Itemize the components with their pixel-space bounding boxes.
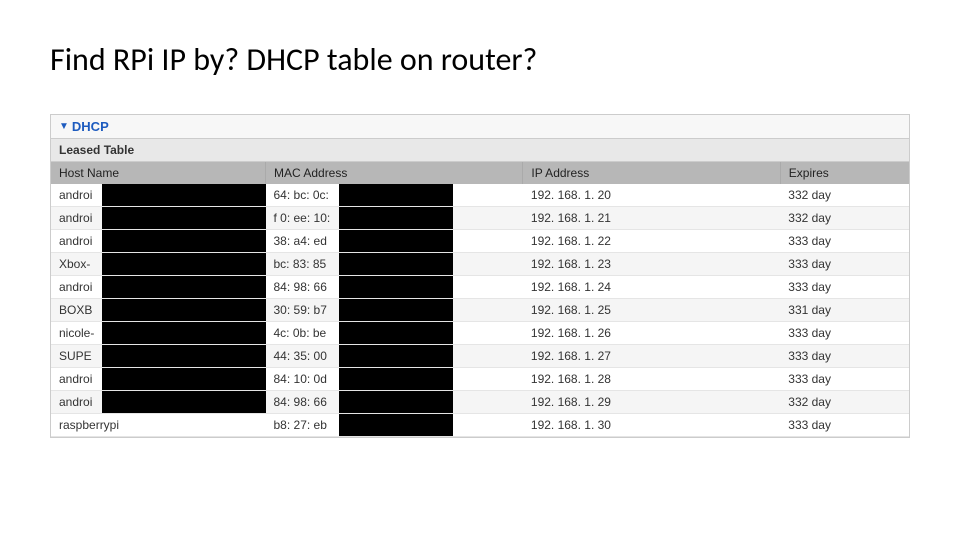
cell-ip: 192. 168. 1. 28 (523, 368, 780, 391)
cell-expires: 333 day (780, 345, 909, 368)
col-ip: IP Address (523, 162, 780, 184)
cell-expires: 332 day (780, 207, 909, 230)
cell-ip: 192. 168. 1. 27 (523, 345, 780, 368)
table-row: androi84: 98: 66192. 168. 1. 24333 day (51, 276, 909, 299)
table-row: nicole-4c: 0b: be192. 168. 1. 26333 day (51, 322, 909, 345)
cell-mac: 84: 10: 0d (266, 368, 523, 391)
col-mac: MAC Address (266, 162, 523, 184)
col-hostname: Host Name (51, 162, 266, 184)
table-row: androi84: 10: 0d192. 168. 1. 28333 day (51, 368, 909, 391)
table-row: androi38: a4: ed192. 168. 1. 22333 day (51, 230, 909, 253)
cell-hostname: androi (51, 368, 266, 391)
cell-mac: 38: a4: ed (266, 230, 523, 253)
redaction-block (102, 230, 266, 252)
redaction-block (339, 230, 453, 252)
redaction-block (102, 253, 266, 275)
dhcp-section-label: DHCP (72, 119, 109, 134)
dhcp-panel: ▼ DHCP Leased Table Host Name MAC Addres… (50, 114, 910, 438)
table-row: raspberrypib8: 27: eb192. 168. 1. 30333 … (51, 414, 909, 437)
redaction-block (102, 299, 266, 321)
cell-ip: 192. 168. 1. 22 (523, 230, 780, 253)
redaction-block (339, 368, 453, 390)
redaction-block (339, 276, 453, 298)
cell-expires: 331 day (780, 299, 909, 322)
cell-ip: 192. 168. 1. 24 (523, 276, 780, 299)
redaction-block (339, 253, 453, 275)
cell-expires: 333 day (780, 322, 909, 345)
cell-ip: 192. 168. 1. 30 (523, 414, 780, 437)
cell-hostname: raspberrypi (51, 414, 266, 437)
redaction-block (339, 299, 453, 321)
redaction-block (339, 322, 453, 344)
redaction-block (102, 322, 266, 344)
cell-expires: 332 day (780, 184, 909, 207)
cell-ip: 192. 168. 1. 29 (523, 391, 780, 414)
cell-mac: b8: 27: eb (266, 414, 523, 437)
cell-hostname: androi (51, 207, 266, 230)
cell-expires: 333 day (780, 230, 909, 253)
cell-expires: 333 day (780, 414, 909, 437)
redaction-block (102, 391, 266, 413)
cell-expires: 333 day (780, 368, 909, 391)
collapse-icon: ▼ (59, 121, 69, 132)
redaction-block (102, 368, 266, 390)
cell-mac: 84: 98: 66 (266, 391, 523, 414)
redaction-block (102, 276, 266, 298)
redaction-block (102, 207, 266, 229)
cell-mac: 4c: 0b: be (266, 322, 523, 345)
cell-mac: 44: 35: 00 (266, 345, 523, 368)
cell-hostname: androi (51, 391, 266, 414)
col-expires: Expires (780, 162, 909, 184)
table-row: SUPE44: 35: 00192. 168. 1. 27333 day (51, 345, 909, 368)
cell-ip: 192. 168. 1. 23 (523, 253, 780, 276)
redaction-block (339, 391, 453, 413)
cell-expires: 333 day (780, 276, 909, 299)
redaction-block (339, 345, 453, 367)
redaction-block (102, 184, 266, 206)
cell-mac: 30: 59: b7 (266, 299, 523, 322)
redaction-block (339, 207, 453, 229)
leased-table-header: Leased Table (51, 139, 909, 162)
table-row: androi84: 98: 66192. 168. 1. 29332 day (51, 391, 909, 414)
redaction-block (339, 184, 453, 206)
cell-expires: 333 day (780, 253, 909, 276)
cell-hostname: androi (51, 276, 266, 299)
redaction-block (102, 345, 266, 367)
cell-ip: 192. 168. 1. 25 (523, 299, 780, 322)
cell-ip: 192. 168. 1. 20 (523, 184, 780, 207)
dhcp-section-header[interactable]: ▼ DHCP (51, 115, 909, 139)
cell-hostname: nicole- (51, 322, 266, 345)
cell-expires: 332 day (780, 391, 909, 414)
cell-hostname: BOXB (51, 299, 266, 322)
table-row: BOXB30: 59: b7192. 168. 1. 25331 day (51, 299, 909, 322)
leased-table: Host Name MAC Address IP Address Expires… (51, 162, 909, 437)
cell-mac: 64: bc: 0c: (266, 184, 523, 207)
page-title: Find RPi IP by? DHCP table on router? (50, 40, 910, 79)
table-row: androi64: bc: 0c:192. 168. 1. 20332 day (51, 184, 909, 207)
cell-mac: f 0: ee: 10: (266, 207, 523, 230)
table-row: Xbox-bc: 83: 85192. 168. 1. 23333 day (51, 253, 909, 276)
cell-mac: 84: 98: 66 (266, 276, 523, 299)
cell-hostname: SUPE (51, 345, 266, 368)
cell-ip: 192. 168. 1. 26 (523, 322, 780, 345)
table-header-row: Host Name MAC Address IP Address Expires (51, 162, 909, 184)
cell-hostname: androi (51, 184, 266, 207)
cell-mac: bc: 83: 85 (266, 253, 523, 276)
cell-hostname: Xbox- (51, 253, 266, 276)
cell-ip: 192. 168. 1. 21 (523, 207, 780, 230)
table-row: androif 0: ee: 10:192. 168. 1. 21332 day (51, 207, 909, 230)
cell-hostname: androi (51, 230, 266, 253)
redaction-block (339, 414, 453, 436)
